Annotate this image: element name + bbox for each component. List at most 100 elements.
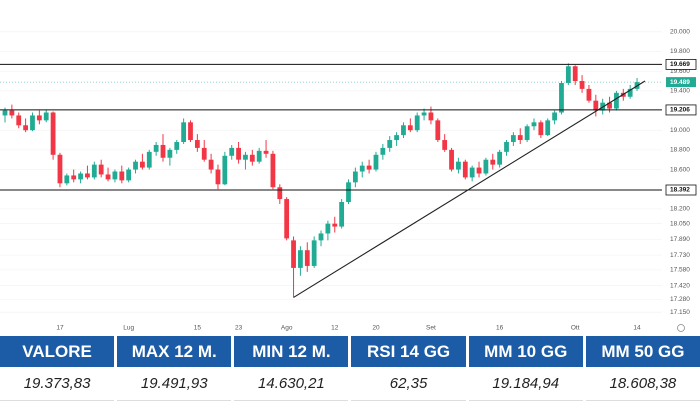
candle-body — [167, 149, 173, 158]
candle-body — [126, 169, 132, 181]
table-value: 14.630,21 — [234, 367, 349, 401]
candle-body — [30, 115, 35, 131]
candle-body — [325, 223, 331, 234]
settings-icon[interactable] — [677, 324, 685, 332]
candle-body — [298, 250, 303, 268]
candle-body — [531, 122, 537, 127]
candle-body — [490, 159, 496, 165]
candle-body — [346, 182, 351, 202]
candle-body — [64, 175, 70, 184]
candle-body — [359, 165, 365, 172]
candle-body — [91, 164, 97, 178]
candle-body — [524, 126, 530, 141]
candle-body — [188, 122, 193, 141]
x-tick-label: 12 — [331, 325, 339, 332]
candle-body — [380, 147, 386, 155]
candle-body — [270, 153, 276, 188]
stats-table: VALORE MAX 12 M. MIN 12 M. RSI 14 GG MM 10 G… — [0, 336, 700, 401]
candle-body — [71, 175, 77, 180]
candle-body — [572, 66, 578, 82]
level-box — [665, 104, 697, 116]
candle-body — [236, 147, 241, 160]
candle-body — [449, 149, 454, 170]
table-value: 19.184,94 — [468, 367, 583, 401]
candle-body — [133, 161, 138, 170]
y-tick-label: 19.400 — [670, 88, 690, 95]
y-tick-label: 17.280 — [670, 296, 690, 303]
chart: 20.000 19.800 19.600 19.400 19.000 18.800 18.6… — [0, 29, 697, 332]
candle-body — [291, 240, 296, 268]
candle-body — [497, 151, 503, 165]
candle-body — [483, 159, 489, 174]
level-label: 19.206 — [670, 107, 690, 114]
table-value: 18.608,38 — [585, 367, 700, 401]
y-tick-label: 17.580 — [670, 267, 690, 274]
y-tick-label: 18.800 — [670, 147, 690, 154]
candle-body — [607, 102, 612, 109]
y-tick-label: 17.420 — [670, 282, 690, 289]
y-tick-label: 19.800 — [670, 48, 690, 55]
y-tick-label: 18.600 — [670, 166, 690, 173]
x-tick-label: Set — [426, 325, 436, 332]
candle-body — [229, 147, 235, 156]
candle-body — [304, 250, 310, 266]
table-value: 62,35 — [351, 367, 466, 401]
candle-body — [284, 199, 290, 239]
candle-body — [194, 140, 200, 148]
candle-body — [215, 169, 221, 185]
y-tick-label: 18.200 — [670, 206, 690, 213]
candle-body — [552, 112, 557, 121]
table-header: VALORE — [0, 336, 115, 367]
table-header: MIN 12 M. — [234, 336, 349, 367]
candle-body — [23, 125, 29, 131]
candle-body — [311, 240, 317, 266]
candle-body — [373, 154, 379, 170]
y-tick-label: 17.150 — [670, 309, 690, 316]
candle-body — [538, 122, 544, 136]
candle-body — [339, 202, 345, 227]
table-header: MM 50 GG — [585, 336, 700, 367]
x-tick-label: 20 — [372, 325, 380, 332]
candle-body — [57, 154, 63, 184]
candle-body — [579, 81, 585, 89]
candle-body — [456, 161, 461, 170]
candle-body — [586, 88, 592, 101]
x-tick-label: Lug — [123, 325, 134, 332]
candle-body — [201, 147, 207, 160]
candle-body — [36, 115, 42, 121]
candle-body — [98, 164, 104, 175]
table-value: 19.373,83 — [0, 367, 115, 401]
candle-body — [318, 233, 324, 241]
level-label: 19.669 — [670, 61, 690, 68]
candle-body — [510, 135, 516, 142]
candle-body — [112, 171, 118, 180]
candle-body — [366, 165, 372, 170]
candle-body — [593, 100, 599, 111]
candle-body — [119, 171, 125, 181]
candle-body — [256, 150, 262, 162]
candle-body — [249, 154, 255, 162]
candle-body — [435, 120, 441, 141]
candle-body — [401, 125, 406, 136]
level-box — [665, 184, 697, 196]
candle-body — [222, 155, 228, 185]
candle-body — [476, 167, 482, 174]
candle-body — [428, 112, 434, 121]
candle-body — [614, 92, 619, 109]
table-header: RSI 14 GG — [351, 336, 466, 367]
candle-body — [559, 82, 564, 113]
candle-body — [105, 174, 111, 180]
table-value: 19.491,93 — [117, 367, 232, 401]
candle-body — [565, 66, 571, 83]
candle-body — [50, 112, 56, 155]
candle-body — [421, 112, 427, 116]
candle-body — [407, 125, 413, 131]
x-tick-label: 23 — [235, 325, 243, 332]
current-price-label: 19.489 — [670, 79, 690, 86]
candle-body — [181, 122, 187, 142]
x-tick-label: 17 — [56, 325, 64, 332]
x-tick-label: 14 — [633, 325, 641, 332]
candle-body — [146, 151, 152, 168]
y-tick-label: 17.730 — [670, 252, 690, 259]
